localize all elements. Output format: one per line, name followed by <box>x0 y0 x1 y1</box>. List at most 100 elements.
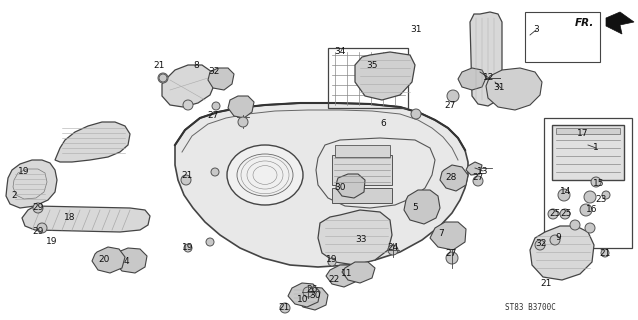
Polygon shape <box>355 52 415 100</box>
Bar <box>552 125 624 180</box>
Polygon shape <box>342 262 375 283</box>
Text: 31: 31 <box>410 26 422 35</box>
Circle shape <box>591 177 601 187</box>
Polygon shape <box>466 162 482 175</box>
Circle shape <box>280 303 290 313</box>
Polygon shape <box>470 12 502 106</box>
Circle shape <box>473 176 483 186</box>
Circle shape <box>601 249 609 257</box>
Text: 11: 11 <box>341 268 353 277</box>
Circle shape <box>580 204 592 216</box>
Polygon shape <box>297 287 328 310</box>
Text: ST83 B3700C: ST83 B3700C <box>505 303 556 313</box>
Polygon shape <box>440 165 468 191</box>
Polygon shape <box>228 96 254 118</box>
Circle shape <box>211 168 219 176</box>
Circle shape <box>411 109 421 119</box>
Polygon shape <box>336 174 365 198</box>
Text: 28: 28 <box>445 173 457 182</box>
Circle shape <box>602 191 610 199</box>
Polygon shape <box>288 283 320 307</box>
Text: 21: 21 <box>153 60 165 69</box>
Text: 23: 23 <box>595 196 607 204</box>
Text: 31: 31 <box>493 84 505 92</box>
Circle shape <box>33 203 43 213</box>
Polygon shape <box>55 122 130 162</box>
Circle shape <box>535 240 545 250</box>
Text: 5: 5 <box>412 203 418 212</box>
Text: 26: 26 <box>306 285 318 294</box>
Text: 27: 27 <box>207 110 219 119</box>
Text: 32: 32 <box>535 238 547 247</box>
Circle shape <box>206 238 214 246</box>
Text: 21: 21 <box>599 250 611 259</box>
Text: 21: 21 <box>181 171 193 180</box>
Polygon shape <box>458 68 486 90</box>
Circle shape <box>388 245 398 255</box>
Text: 24: 24 <box>387 244 399 252</box>
Polygon shape <box>430 222 466 250</box>
Text: 10: 10 <box>297 294 309 303</box>
Bar <box>544 118 632 248</box>
Text: 30: 30 <box>334 183 346 193</box>
Circle shape <box>37 223 47 233</box>
Circle shape <box>550 235 560 245</box>
Circle shape <box>181 175 191 185</box>
Text: 16: 16 <box>586 205 598 214</box>
Circle shape <box>585 223 595 233</box>
Circle shape <box>548 209 558 219</box>
Polygon shape <box>208 68 234 90</box>
Circle shape <box>184 244 192 252</box>
Text: 19: 19 <box>182 244 194 252</box>
Polygon shape <box>6 160 57 208</box>
Bar <box>332 155 392 185</box>
Circle shape <box>303 287 313 297</box>
Polygon shape <box>318 210 392 265</box>
Bar <box>335 145 390 157</box>
Bar <box>525 12 600 62</box>
Text: 32: 32 <box>209 68 219 76</box>
Text: 13: 13 <box>477 166 489 175</box>
Text: 9: 9 <box>555 234 561 243</box>
Circle shape <box>570 220 580 230</box>
Text: 27: 27 <box>472 173 484 182</box>
Text: 3: 3 <box>533 26 539 35</box>
Text: 35: 35 <box>366 60 378 69</box>
Text: FR.: FR. <box>575 18 594 28</box>
Circle shape <box>159 74 167 82</box>
Polygon shape <box>316 138 435 208</box>
Text: 21: 21 <box>540 278 552 287</box>
Text: 21: 21 <box>278 302 290 311</box>
Text: 4: 4 <box>123 258 129 267</box>
Polygon shape <box>115 248 147 273</box>
Circle shape <box>560 209 570 219</box>
Text: 14: 14 <box>560 188 572 196</box>
Text: 19: 19 <box>326 254 338 263</box>
Text: 8: 8 <box>193 60 199 69</box>
Circle shape <box>447 90 459 102</box>
Polygon shape <box>162 65 215 107</box>
Circle shape <box>584 191 596 203</box>
Bar <box>332 188 392 203</box>
Bar <box>556 128 620 134</box>
Text: 15: 15 <box>593 179 605 188</box>
Text: 29: 29 <box>33 203 43 212</box>
Text: 30: 30 <box>309 291 321 300</box>
Text: 27: 27 <box>444 101 456 110</box>
Text: 20: 20 <box>98 255 110 265</box>
Polygon shape <box>326 265 358 287</box>
Polygon shape <box>606 12 634 34</box>
Circle shape <box>558 189 570 201</box>
Bar <box>328 48 408 108</box>
Text: 25: 25 <box>560 209 572 218</box>
Text: 18: 18 <box>64 212 76 221</box>
Ellipse shape <box>227 145 303 205</box>
Text: 2: 2 <box>11 190 17 199</box>
Text: 34: 34 <box>334 47 346 57</box>
Polygon shape <box>530 226 594 280</box>
Text: 7: 7 <box>438 229 444 238</box>
Text: 25: 25 <box>549 209 561 218</box>
Text: 6: 6 <box>380 118 386 127</box>
Text: 1: 1 <box>593 143 599 153</box>
Text: 17: 17 <box>577 129 589 138</box>
